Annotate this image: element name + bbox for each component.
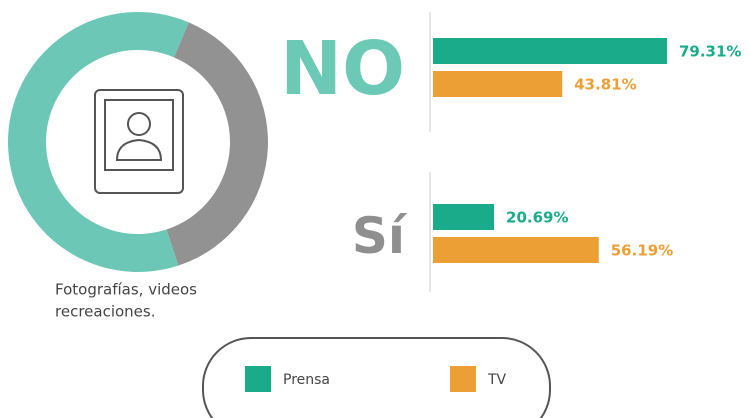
legend-label: TV	[487, 372, 507, 388]
donut-label: recreaciones.	[55, 303, 155, 321]
donut-label: Fotografías, videos	[55, 281, 197, 299]
legend-swatch	[245, 366, 271, 392]
value-label: 56.19%	[611, 242, 673, 260]
donut-slice	[7, 12, 189, 273]
bar	[433, 71, 563, 97]
bar	[433, 204, 495, 230]
value-label: 43.81%	[574, 76, 636, 94]
bar	[433, 237, 599, 263]
category-label: NO	[280, 26, 405, 112]
value-label: 20.69%	[506, 209, 568, 227]
value-label: 79.31%	[679, 43, 741, 61]
bar	[433, 38, 667, 64]
donut-slice	[166, 22, 268, 266]
category-label: Sí	[352, 207, 408, 265]
legend-box	[202, 337, 551, 418]
legend-label: Prensa	[283, 372, 330, 388]
legend-swatch	[450, 366, 476, 392]
photo-icon	[94, 89, 184, 194]
